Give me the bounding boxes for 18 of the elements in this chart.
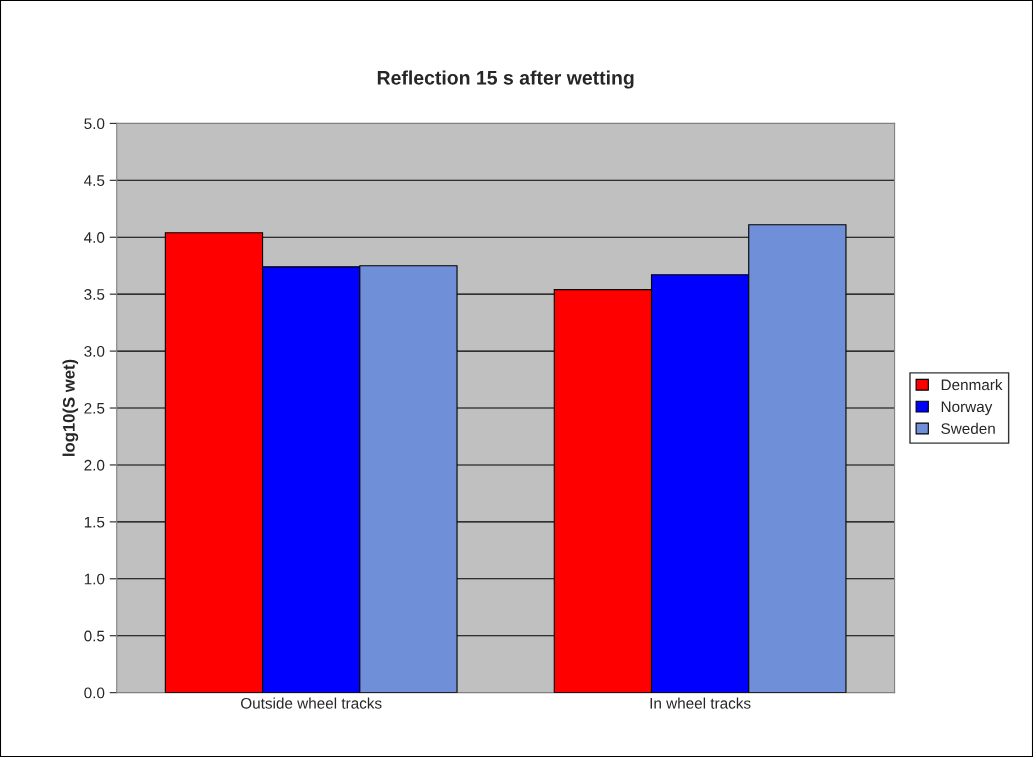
y-tick-label: 1.5 [84, 516, 105, 528]
y-tick-label: 2.0 [84, 459, 105, 471]
y-tick-label: 3.0 [84, 345, 105, 357]
legend-label: Norway [941, 401, 993, 416]
y-tick-label: 3.5 [84, 289, 105, 300]
legend-label: Sweden [941, 422, 995, 434]
y-tick-label: 2.5 [84, 402, 105, 414]
x-tick-label: In wheel tracks [650, 697, 751, 709]
y-tick-label: 0.5 [84, 630, 105, 642]
legend-label: Denmark [941, 379, 1003, 391]
y-tick-label: 4.0 [84, 232, 105, 243]
y-tick-label: 5.0 [84, 118, 105, 130]
chart-title: Reflection 15 s after wetting [377, 70, 634, 89]
x-tick-label: Outside wheel tracks [241, 697, 382, 709]
y-axis-title: log10(S wet) [62, 359, 79, 456]
y-tick-label: 0.0 [84, 687, 105, 699]
y-tick-label: 1.0 [84, 573, 105, 585]
y-tick-label: 4.5 [84, 175, 105, 186]
